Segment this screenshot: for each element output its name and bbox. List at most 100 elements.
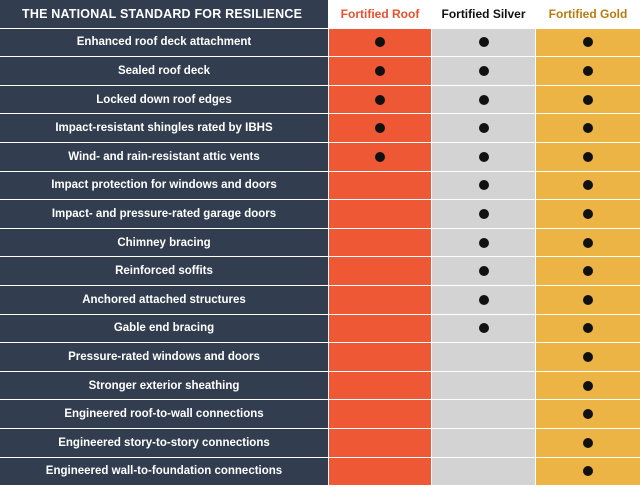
cell-silver [432, 85, 536, 115]
cell-silver [432, 200, 536, 229]
included-dot-icon [583, 294, 593, 305]
included-dot-icon [583, 380, 593, 391]
feature-label: Sealed roof deck [0, 57, 329, 86]
included-dot-icon [583, 266, 593, 277]
included-dot-icon [375, 65, 385, 76]
cell-gold [536, 228, 640, 258]
cell-silver [432, 142, 536, 172]
cell-silver [432, 428, 536, 458]
cell-silver [432, 228, 536, 258]
cell-roof [329, 57, 432, 86]
feature-label: Reinforced soffits [0, 257, 329, 286]
cell-roof [329, 314, 432, 344]
cell-silver [432, 114, 536, 143]
included-dot-icon [583, 466, 593, 477]
included-dot-icon [478, 151, 489, 162]
cell-roof [329, 228, 432, 258]
cell-roof [329, 200, 432, 229]
cell-gold [536, 343, 640, 372]
feature-label: Impact- and pressure-rated garage doors [0, 200, 329, 229]
included-dot-icon [583, 123, 593, 134]
feature-label: Stronger exterior sheathing [0, 371, 329, 401]
cell-gold [536, 371, 640, 401]
included-dot-icon [375, 94, 385, 105]
feature-label: Engineered roof-to-wall connections [0, 400, 329, 429]
cell-roof [329, 85, 432, 115]
included-dot-icon [583, 323, 593, 334]
cell-gold [536, 85, 640, 115]
included-dot-icon [478, 208, 489, 219]
cell-silver [432, 57, 536, 86]
included-dot-icon [583, 437, 593, 448]
table-title: THE NATIONAL STANDARD FOR RESILIENCE [0, 0, 329, 29]
included-dot-icon [478, 294, 489, 305]
feature-label: Engineered story-to-story connections [0, 428, 329, 458]
column-header-fortified-roof: Fortified Roof [329, 0, 432, 29]
cell-roof [329, 371, 432, 401]
cell-silver [432, 457, 536, 487]
cell-silver [432, 371, 536, 401]
cell-gold [536, 28, 640, 58]
feature-label: Gable end bracing [0, 314, 329, 344]
cell-gold [536, 57, 640, 86]
cell-silver [432, 314, 536, 344]
cell-roof [329, 28, 432, 58]
cell-gold [536, 314, 640, 344]
included-dot-icon [583, 208, 593, 219]
cell-gold [536, 142, 640, 172]
cell-roof [329, 428, 432, 458]
cell-roof [329, 343, 432, 372]
feature-label: Enhanced roof deck attachment [0, 28, 329, 58]
cell-silver [432, 171, 536, 201]
included-dot-icon [583, 37, 593, 48]
cell-gold [536, 257, 640, 286]
included-dot-icon [583, 351, 593, 362]
feature-label: Pressure-rated windows and doors [0, 343, 329, 372]
cell-silver [432, 28, 536, 58]
feature-label: Engineered wall-to-foundation connection… [0, 457, 329, 487]
feature-label: Anchored attached structures [0, 285, 329, 315]
cell-roof [329, 171, 432, 201]
cell-gold [536, 428, 640, 458]
included-dot-icon [478, 94, 489, 105]
included-dot-icon [478, 37, 489, 48]
cell-silver [432, 343, 536, 372]
included-dot-icon [375, 151, 385, 162]
included-dot-icon [478, 237, 489, 248]
included-dot-icon [478, 65, 489, 76]
cell-silver [432, 400, 536, 429]
cell-gold [536, 400, 640, 429]
included-dot-icon [583, 151, 593, 162]
column-header-fortified-silver: Fortified Silver [432, 0, 536, 29]
cell-roof [329, 400, 432, 429]
cell-roof [329, 285, 432, 315]
cell-gold [536, 171, 640, 201]
included-dot-icon [375, 123, 385, 134]
cell-gold [536, 114, 640, 143]
cell-roof [329, 114, 432, 143]
cell-roof [329, 257, 432, 286]
included-dot-icon [583, 94, 593, 105]
cell-silver [432, 285, 536, 315]
cell-silver [432, 257, 536, 286]
included-dot-icon [478, 266, 489, 277]
cell-gold [536, 457, 640, 487]
included-dot-icon [478, 123, 489, 134]
included-dot-icon [478, 323, 489, 334]
column-header-fortified-gold: Fortified Gold [536, 0, 640, 29]
included-dot-icon [583, 409, 593, 420]
feature-label: Impact protection for windows and doors [0, 171, 329, 201]
included-dot-icon [583, 237, 593, 248]
feature-label: Impact-resistant shingles rated by IBHS [0, 114, 329, 143]
feature-label: Locked down roof edges [0, 85, 329, 115]
cell-roof [329, 142, 432, 172]
included-dot-icon [375, 37, 385, 48]
cell-gold [536, 200, 640, 229]
feature-label: Chimney bracing [0, 228, 329, 258]
included-dot-icon [478, 180, 489, 191]
cell-gold [536, 285, 640, 315]
included-dot-icon [583, 180, 593, 191]
included-dot-icon [583, 65, 593, 76]
cell-roof [329, 457, 432, 487]
